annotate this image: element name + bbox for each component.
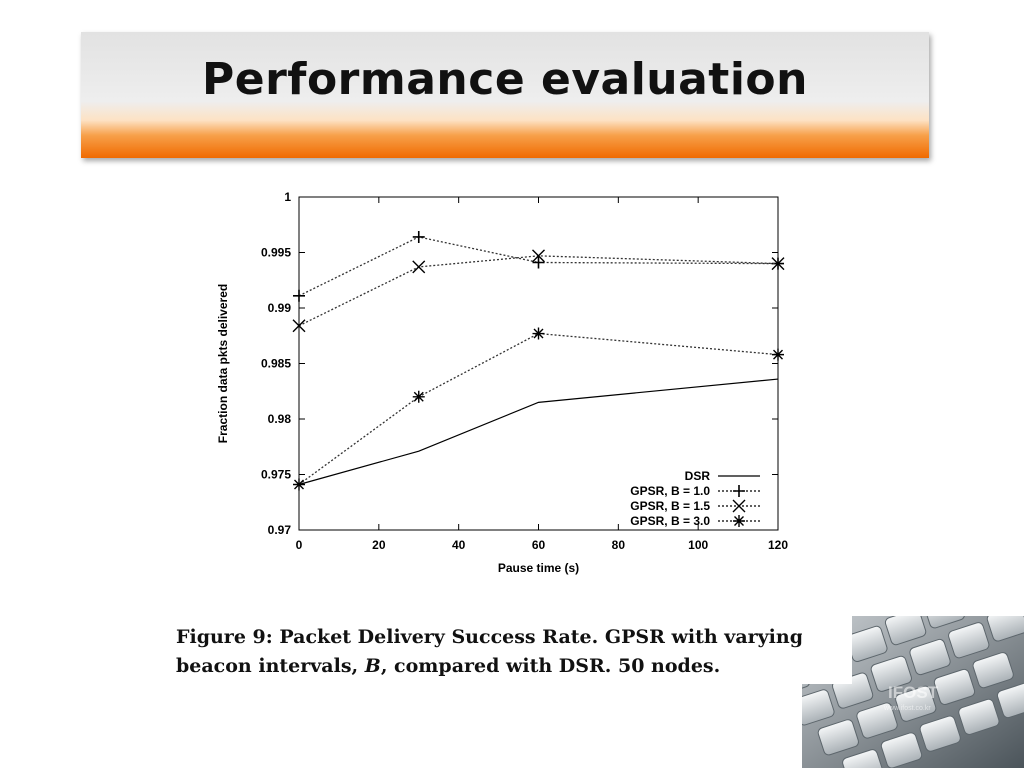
watermark-logo: IFOST bbox=[888, 683, 939, 702]
data-point-series-2 bbox=[412, 260, 426, 274]
series-line-0 bbox=[298, 378, 779, 486]
x-tick-label: 20 bbox=[372, 538, 386, 552]
x-tick-label: 120 bbox=[768, 538, 788, 552]
title-banner: Performance evaluation bbox=[81, 32, 929, 158]
y-axis-label: Fraction data pkts delivered bbox=[216, 284, 230, 443]
legend-label: GPSR, B = 1.5 bbox=[630, 499, 710, 513]
legend-label: GPSR, B = 1.0 bbox=[630, 484, 710, 498]
watermark-url: www.ifost.co.kr bbox=[883, 705, 931, 712]
y-tick-label: 0.975 bbox=[261, 468, 291, 482]
slide-title: Performance evaluation bbox=[202, 54, 808, 105]
y-tick-label: 0.97 bbox=[268, 523, 292, 537]
caption-text-2: , compared with DSR. 50 nodes. bbox=[380, 655, 721, 677]
data-point-series-1 bbox=[412, 230, 425, 243]
legend-label: GPSR, B = 3.0 bbox=[630, 514, 710, 528]
data-point-series-2 bbox=[532, 249, 545, 263]
data-point-series-1 bbox=[293, 289, 305, 302]
line-chart: 0 20 40 60 80 100 120 0.97 0.975 0.98 0.985 0.99 0.9… bbox=[216, 190, 788, 575]
data-point-series-2 bbox=[292, 319, 306, 333]
caption-variable: B bbox=[364, 655, 381, 677]
data-point-series-3 bbox=[532, 327, 545, 340]
keyboard-photo: IFOST www.ifost.co.kr bbox=[802, 616, 1024, 768]
y-tick-label: 0.98 bbox=[268, 412, 292, 426]
caption-text-1: Figure 9: Packet Delivery Success Rate. … bbox=[176, 626, 803, 677]
data-point-series-1 bbox=[532, 256, 545, 269]
y-tick-label: 0.985 bbox=[261, 357, 291, 371]
y-tick-label: 0.995 bbox=[261, 246, 291, 260]
x-tick-label: 60 bbox=[532, 538, 546, 552]
figure-caption: Figure 9: Packet Delivery Success Rate. … bbox=[176, 623, 826, 681]
y-tick-label: 1 bbox=[284, 190, 291, 204]
legend-marker bbox=[733, 485, 745, 497]
x-tick-label: 0 bbox=[296, 538, 303, 552]
data-point-series-2 bbox=[771, 257, 785, 271]
data-point-series-3 bbox=[772, 348, 784, 361]
x-axis-label: Pause time (s) bbox=[498, 561, 579, 575]
y-tick-label: 0.99 bbox=[268, 301, 292, 315]
x-tick-label: 80 bbox=[612, 538, 626, 552]
legend-marker bbox=[732, 499, 746, 513]
legend-marker bbox=[733, 515, 745, 527]
series-line-2 bbox=[298, 255, 779, 327]
x-tick-label: 100 bbox=[688, 538, 708, 552]
data-point-series-3 bbox=[412, 390, 425, 403]
data-point-series-3 bbox=[293, 478, 305, 491]
legend-label: DSR bbox=[685, 469, 711, 483]
series-line-3 bbox=[298, 332, 779, 486]
x-tick-label: 40 bbox=[452, 538, 466, 552]
